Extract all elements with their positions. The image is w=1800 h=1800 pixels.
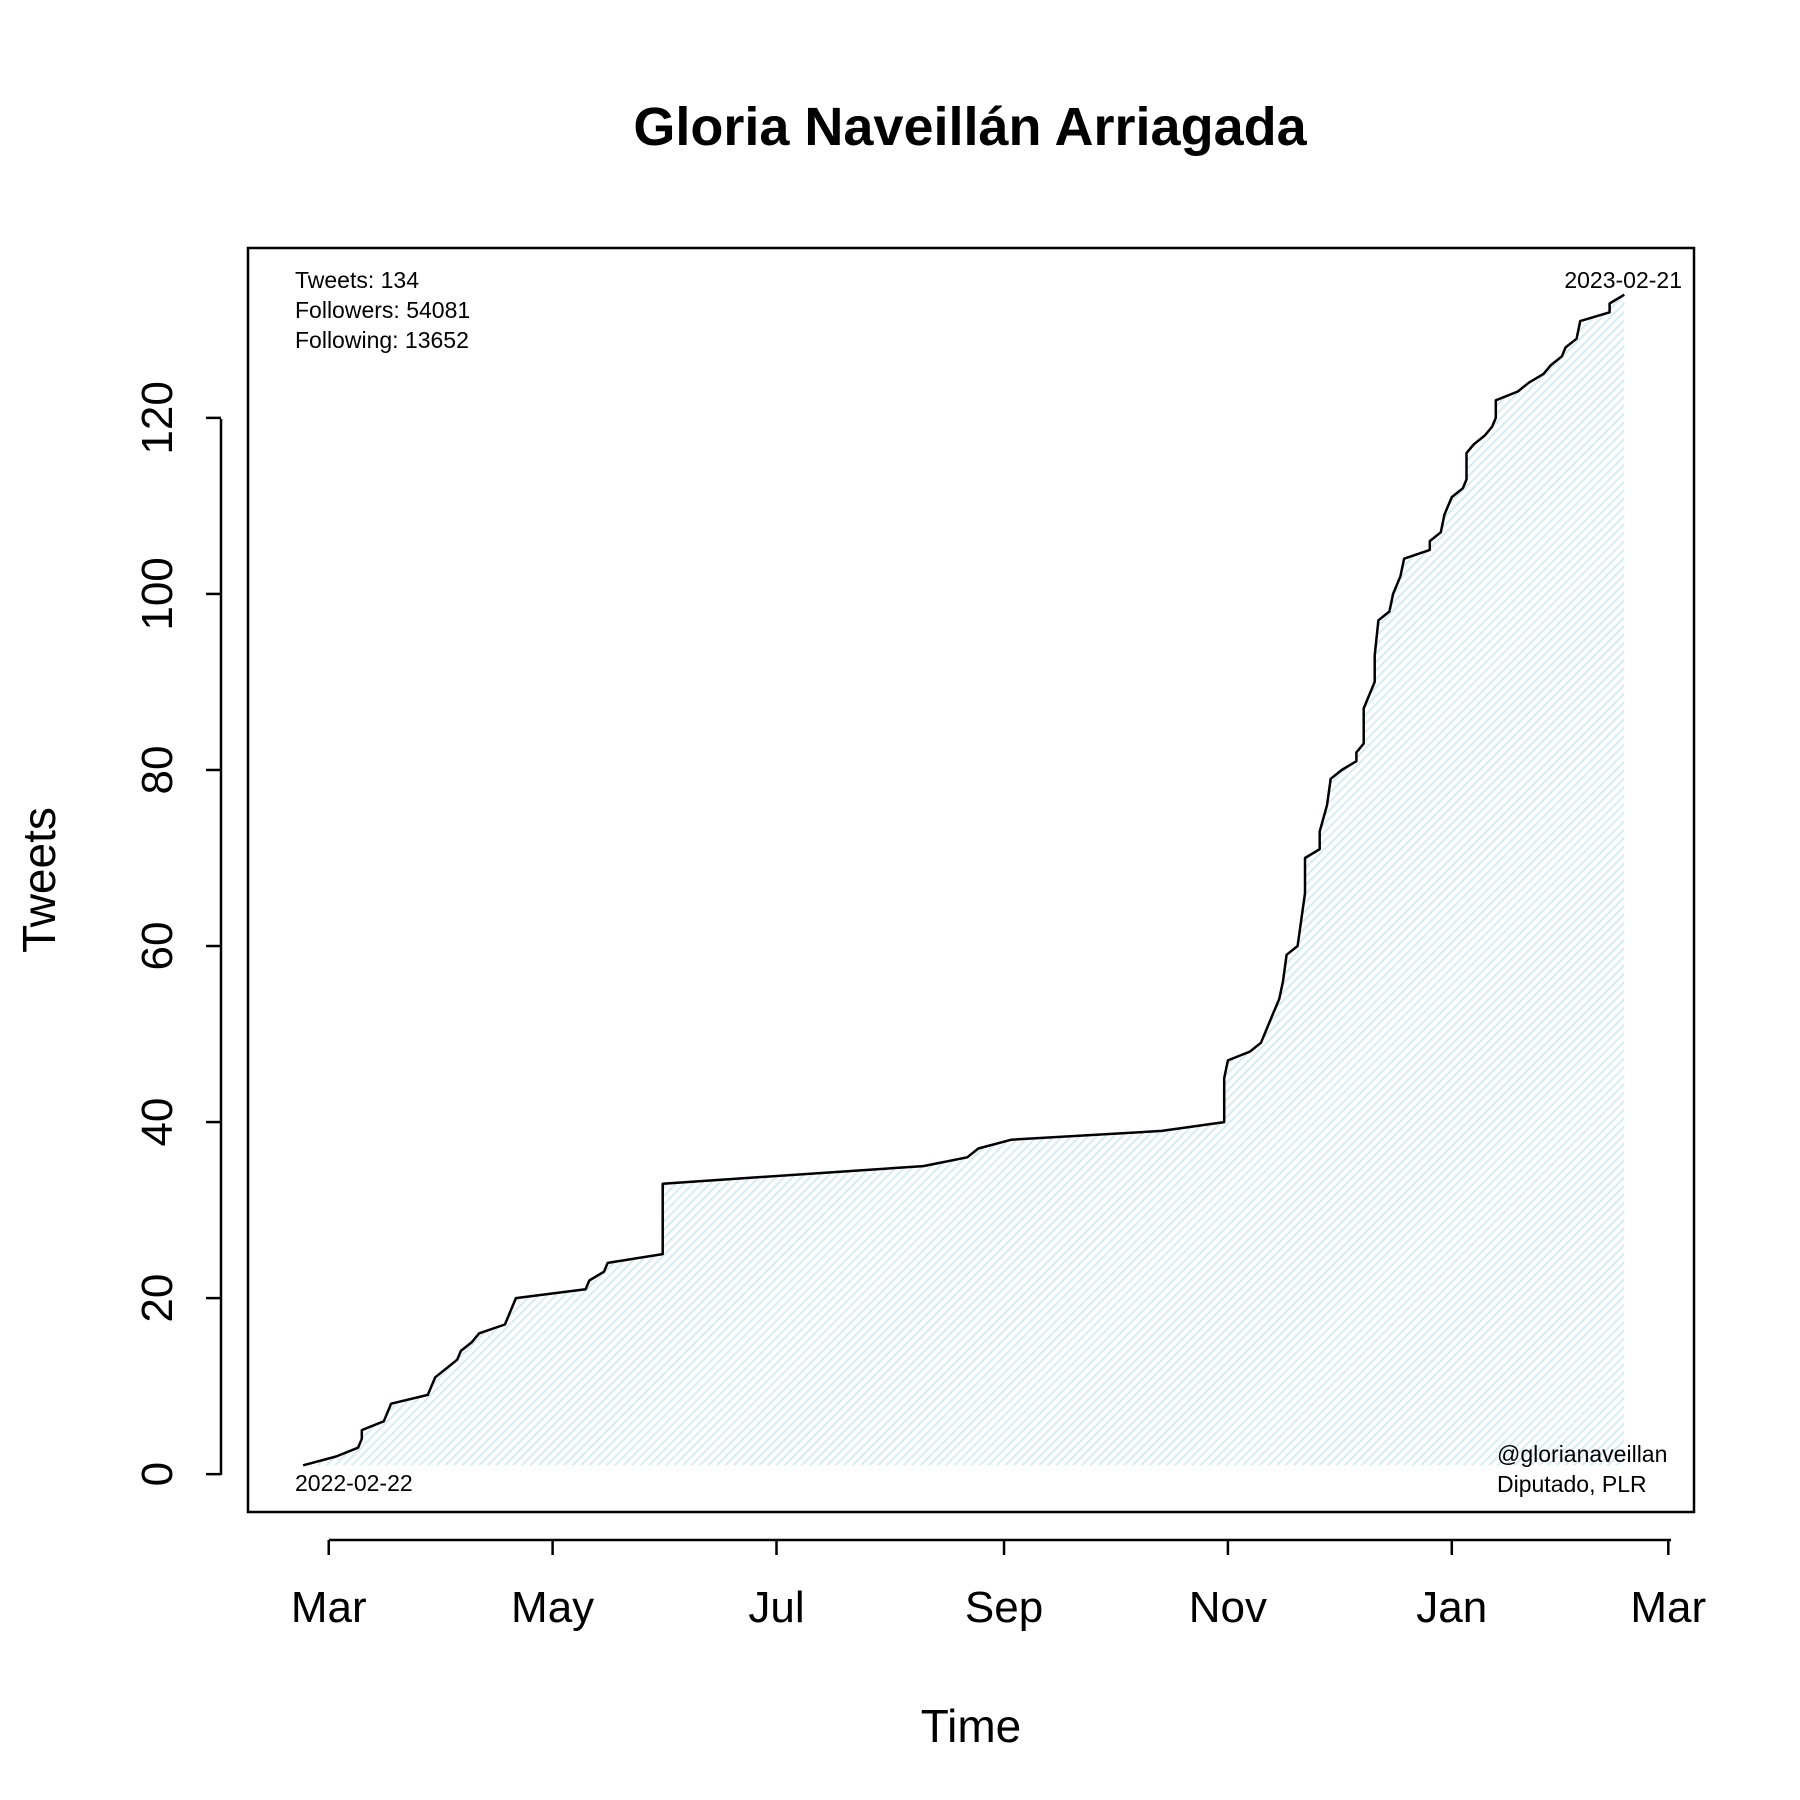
y-tick-label: 100: [133, 557, 182, 630]
y-tick-label: 40: [133, 1098, 182, 1147]
y-tick-label: 80: [133, 745, 182, 794]
y-tick-label: 120: [133, 381, 182, 454]
x-tick-label: Jan: [1416, 1583, 1487, 1632]
y-tick-label: 0: [133, 1462, 182, 1486]
y-tick-label: 20: [133, 1274, 182, 1323]
stat-followers: Followers: 54081: [295, 297, 470, 323]
end-date-label: 2023-02-21: [1564, 267, 1682, 293]
cumulative-tweets-line: [302, 293, 1625, 1467]
y-axis: 0 20 40 60 80 100 120: [133, 381, 223, 1486]
x-tick-label: Mar: [1630, 1583, 1706, 1632]
handle-label: @glorianaveillan: [1497, 1441, 1667, 1467]
x-tick-label: Nov: [1189, 1583, 1267, 1632]
stat-tweets: Tweets: 134: [295, 267, 419, 293]
x-axis: Mar May Jul Sep Nov Jan Mar: [291, 1538, 1706, 1632]
x-tick-label: Sep: [965, 1583, 1043, 1632]
affiliation-label: Diputado, PLR: [1497, 1471, 1647, 1497]
y-axis-label: Tweets: [13, 807, 65, 953]
y-tick-label: 60: [133, 922, 182, 971]
x-tick-label: May: [511, 1583, 594, 1632]
plot-frame: [246, 246, 1696, 1514]
start-date-label: 2022-02-22: [295, 1470, 413, 1496]
chart-title: Gloria Naveillán Arriagada: [633, 97, 1307, 157]
x-tick-label: Jul: [748, 1583, 804, 1632]
cumulative-area-fill: [303, 294, 1625, 1466]
x-axis-label: Time: [921, 1700, 1022, 1752]
stat-following: Following: 13652: [295, 327, 469, 353]
x-tick-label: Mar: [291, 1583, 367, 1632]
stats-box: Tweets: 134 Followers: 54081 Following: …: [295, 267, 470, 353]
